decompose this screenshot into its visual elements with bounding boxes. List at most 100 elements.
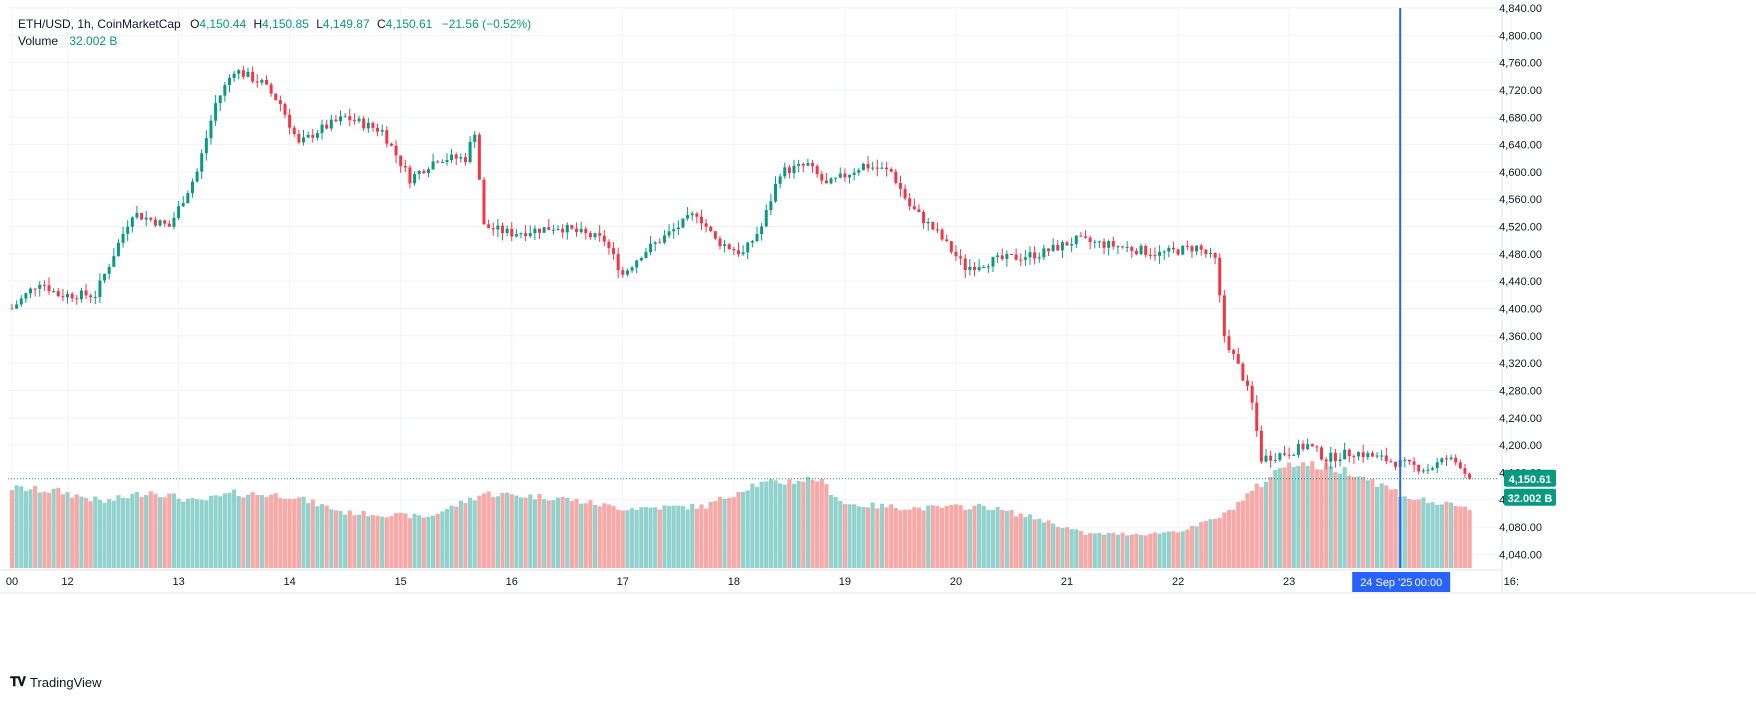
volume-bar (1268, 477, 1273, 568)
candle-body (783, 167, 787, 177)
volume-bar (1014, 516, 1019, 568)
candle-body (764, 210, 768, 227)
candle-body (107, 266, 111, 274)
volume-bar (1449, 502, 1454, 568)
candle-body (1352, 456, 1356, 458)
candle-body (778, 176, 782, 184)
volume-bar (1213, 518, 1218, 568)
volume-bar (1171, 531, 1176, 568)
volume-bar (1051, 523, 1056, 568)
volume-bar (1180, 531, 1185, 568)
volume-label[interactable]: Volume (18, 34, 59, 48)
volume-bar (74, 494, 79, 568)
candle-body (463, 157, 467, 163)
volume-bar (157, 497, 163, 568)
candle-body (510, 228, 514, 237)
candle-body (922, 211, 926, 224)
price-badge-text: 4,150.61 (1509, 474, 1552, 486)
volume-bar (227, 492, 232, 568)
volume-bar (662, 505, 667, 568)
candle-body (1005, 253, 1009, 259)
candle-body (218, 95, 222, 104)
volume-bar (181, 501, 186, 568)
volume-bar (1046, 520, 1051, 568)
volume-bar (940, 507, 945, 568)
volume-bar (1361, 476, 1366, 568)
volume-bar (1453, 505, 1458, 568)
volume-bar (699, 504, 704, 568)
chart-legend: ETH/USD, 1h, CoinMarketCap O4,150.44 H4,… (18, 16, 531, 50)
candle-body (1037, 257, 1041, 259)
volume-bar (1023, 517, 1028, 568)
volume-bar (384, 517, 389, 568)
symbol-label[interactable]: ETH/USD, 1h, CoinMarketCap (18, 17, 181, 31)
candle-body (38, 284, 42, 289)
volume-bar (824, 484, 829, 568)
candle-body (1125, 246, 1129, 248)
volume-bar (130, 494, 135, 568)
volume-bar (213, 495, 218, 568)
candle-body (1056, 244, 1060, 251)
volume-bar (514, 495, 519, 568)
volume-bar (60, 494, 65, 568)
volume-bar (1000, 509, 1005, 568)
candle-body (112, 256, 116, 267)
candle-body (459, 157, 463, 159)
volume-bar (574, 498, 579, 568)
volume-bar (1115, 534, 1121, 568)
volume-bar (509, 494, 514, 568)
candle-body (52, 290, 56, 292)
volume-bar (930, 505, 935, 568)
volume-bar (713, 501, 718, 568)
candle-body (815, 166, 819, 175)
volume-bar (232, 489, 237, 568)
candle-body (533, 228, 537, 234)
volume-bar (657, 509, 662, 568)
candle-body (630, 267, 634, 271)
candle-body (658, 242, 662, 244)
candle-body (1033, 252, 1037, 259)
volume-bar (1166, 531, 1171, 568)
volume-bar (1435, 504, 1440, 568)
candle-body (690, 213, 694, 216)
candle-body (1370, 453, 1374, 457)
volume-bar (83, 498, 89, 568)
volume-value: 32.002 B (69, 34, 118, 48)
volume-bar (754, 487, 760, 568)
volume-bar (620, 510, 625, 568)
candle-body (639, 257, 643, 261)
candle-body (982, 267, 986, 269)
volume-bar (153, 493, 158, 568)
volume-bar (995, 506, 1000, 568)
y-tick-label: 4,800.00 (1499, 30, 1542, 42)
candle-body (163, 220, 167, 224)
candle-body (945, 239, 949, 242)
volume-bar (1226, 509, 1232, 568)
candle-body (376, 127, 380, 132)
x-tick-label: 13 (172, 576, 184, 588)
volume-bar (1134, 533, 1139, 568)
x-tick-label: 15 (395, 576, 407, 588)
candle-body (1060, 242, 1064, 251)
candle-body (843, 173, 847, 178)
volume-bar (120, 497, 126, 568)
volume-bar (1120, 532, 1125, 568)
volume-bar (1365, 480, 1370, 568)
y-tick-label: 4,400.00 (1499, 303, 1542, 315)
candle-body (1468, 473, 1472, 479)
y-tick-label: 4,640.00 (1499, 140, 1542, 152)
candle-body (871, 167, 875, 169)
tradingview-logo[interactable]: 𝐓𝐕 TradingView (10, 674, 102, 690)
volume-bar (1185, 529, 1190, 568)
volume-bar (745, 490, 750, 568)
candle-body (861, 163, 865, 171)
volume-bar (1083, 534, 1088, 568)
volume-bar (431, 515, 436, 568)
volume-bar (819, 478, 824, 568)
candle-body (334, 119, 338, 122)
volume-bar (356, 514, 362, 568)
candle-body (1181, 245, 1185, 255)
volume-bar (204, 500, 209, 568)
